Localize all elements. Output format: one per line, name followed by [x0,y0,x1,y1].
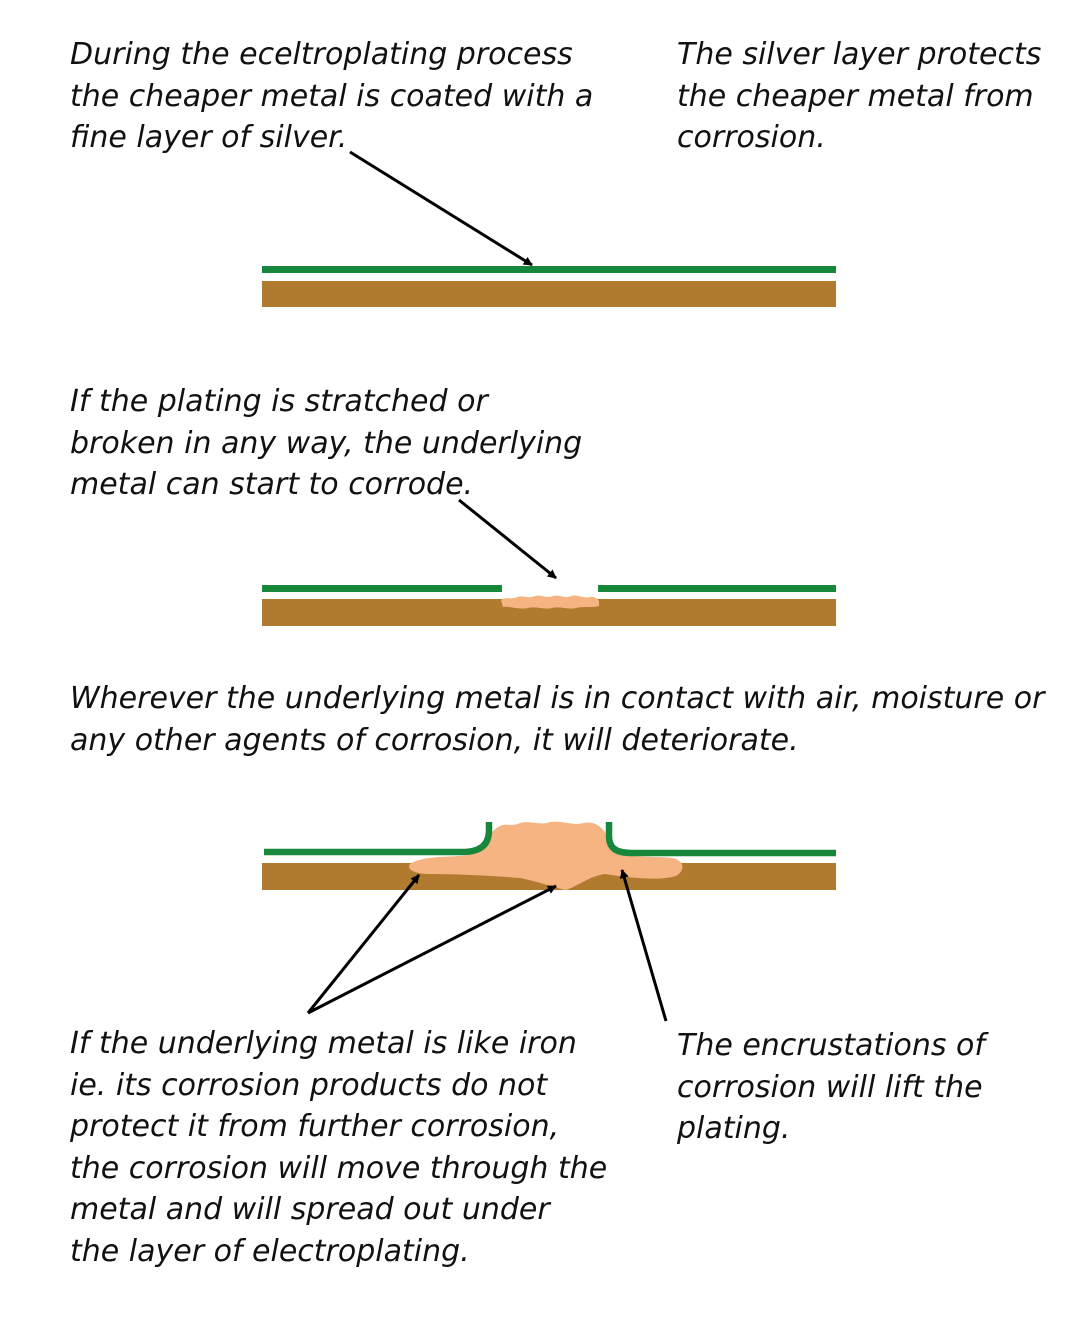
caption-line: any other agents of corrosion, it will d… [70,722,799,758]
caption-line: protect it from further corrosion, [70,1109,560,1144]
corrosion-spot [501,595,599,609]
caption-line: metal can start to corrode. [70,467,474,502]
caption-line: If the underlying metal is like iron [70,1026,577,1061]
arrow-to-lifted-plating [619,869,668,1022]
arrow-to-corrosion [458,498,557,580]
lifted-plating-left [264,822,493,856]
caption-line: corrosion. [677,120,826,155]
base-metal-layer [262,281,836,307]
silver-plating-right [598,585,836,592]
caption-iron: If the underlying metal is like iron ie.… [70,1023,607,1272]
caption-line: corrosion will lift the [677,1069,983,1105]
caption-line: the cheaper metal is coated with a [70,78,594,114]
caption-lift: The encrustations of corrosion will lift… [677,1025,985,1150]
caption-protection: The silver layer protects the cheaper me… [677,34,1041,159]
stage-spreading [262,821,836,1022]
caption-line: the layer of electroplating. [70,1233,470,1269]
caption-contact: Wherever the underlying metal is in cont… [70,678,1044,761]
stage-scratched [262,498,836,626]
caption-line: fine layer of silver. [70,120,348,155]
caption-line: the cheaper metal from [677,78,1034,114]
caption-line: plating. [677,1111,791,1146]
caption-line: The silver layer protects [677,37,1042,72]
silver-plating-layer [262,266,836,273]
caption-line: The encrustations of [677,1028,985,1063]
stage-intact [262,150,836,307]
caption-line: During the eceltroplating process [70,37,573,72]
caption-line: the corrosion will move through the [70,1150,608,1186]
caption-electroplating: During the eceltroplating process the ch… [70,34,593,159]
arrow-to-plating [349,150,533,267]
silver-plating-left [262,585,502,592]
caption-line: metal and will spread out under [70,1192,550,1227]
corrosion-mass [409,821,683,890]
caption-line: ie. its corrosion products do not [70,1067,548,1103]
caption-line: broken in any way, the underlying [70,425,583,461]
arrow-to-spread-left [306,874,421,1014]
caption-line: If the plating is stratched or [70,384,488,419]
caption-line: Wherever the underlying metal is in cont… [70,681,1045,716]
caption-scratch: If the plating is stratched or broken in… [70,381,582,506]
arrow-to-spread-center [307,884,557,1015]
lifted-plating-right [605,822,836,857]
